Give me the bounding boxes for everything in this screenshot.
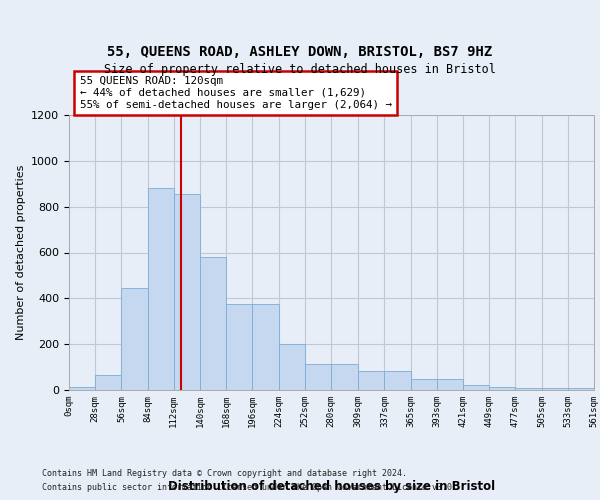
Bar <box>331 364 358 390</box>
Bar <box>200 257 226 390</box>
Bar <box>515 388 542 390</box>
Bar <box>305 364 331 390</box>
Bar <box>121 288 148 390</box>
Bar <box>463 386 489 390</box>
Text: Contains public sector information licensed under the Open Government Licence v3: Contains public sector information licen… <box>42 484 457 492</box>
Bar <box>148 188 174 390</box>
Bar <box>358 370 385 390</box>
Bar <box>437 378 463 390</box>
Bar <box>278 344 305 390</box>
Bar <box>568 388 594 390</box>
Bar <box>385 370 410 390</box>
Bar <box>226 304 253 390</box>
Text: Size of property relative to detached houses in Bristol: Size of property relative to detached ho… <box>104 62 496 76</box>
Text: 55, QUEENS ROAD, ASHLEY DOWN, BRISTOL, BS7 9HZ: 55, QUEENS ROAD, ASHLEY DOWN, BRISTOL, B… <box>107 46 493 60</box>
Text: 55 QUEENS ROAD: 120sqm
← 44% of detached houses are smaller (1,629)
55% of semi-: 55 QUEENS ROAD: 120sqm ← 44% of detached… <box>79 76 392 110</box>
X-axis label: Distribution of detached houses by size in Bristol: Distribution of detached houses by size … <box>168 480 495 493</box>
Bar <box>174 194 200 390</box>
Bar <box>489 387 515 390</box>
Bar <box>410 378 437 390</box>
Bar <box>95 375 121 390</box>
Bar <box>253 304 278 390</box>
Bar <box>542 388 568 390</box>
Y-axis label: Number of detached properties: Number of detached properties <box>16 165 26 340</box>
Bar <box>69 387 95 390</box>
Text: Contains HM Land Registry data © Crown copyright and database right 2024.: Contains HM Land Registry data © Crown c… <box>42 468 407 477</box>
